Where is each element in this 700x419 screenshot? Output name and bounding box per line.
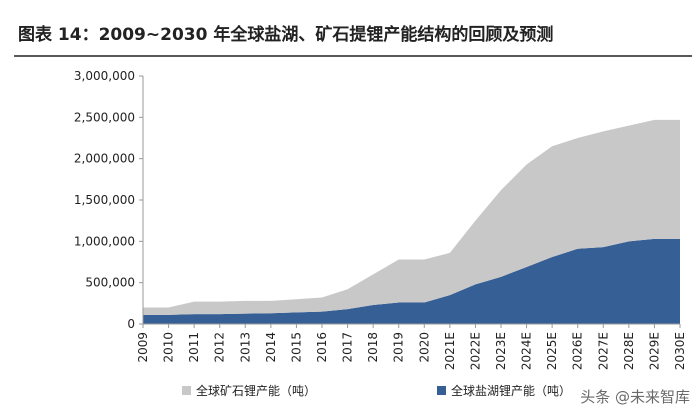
x-tick-label: 2028E [622, 332, 636, 370]
y-tick-label: 1,000,000 [74, 234, 135, 248]
legend-swatch [182, 386, 191, 395]
x-tick-label: 2009 [136, 332, 150, 363]
x-tick-label: 2024E [520, 332, 534, 370]
x-tick-label: 2010 [162, 332, 176, 363]
x-tick-label: 2023E [494, 332, 508, 370]
watermark: 头条 @未来智库 [580, 388, 690, 406]
area [143, 238, 680, 324]
x-tick-label: 2015 [289, 332, 303, 363]
x-tick-label: 2027E [596, 332, 610, 370]
x-tick-label: 2019 [392, 332, 406, 363]
x-tick-label: 2012 [213, 332, 227, 363]
y-tick-label: 0 [127, 317, 135, 331]
y-tick-label: 2,500,000 [74, 110, 135, 124]
y-tick-label: 500,000 [85, 276, 135, 290]
legend-label: 全球矿石锂产能（吨） [196, 383, 316, 398]
x-tick-label: 2016 [315, 332, 329, 363]
legend-label: 全球盐湖锂产能（吨） [451, 383, 571, 398]
x-tick-label: 2022E [468, 332, 482, 370]
x-tick-label: 2018 [366, 332, 380, 363]
legend-swatch [437, 386, 446, 395]
y-tick-label: 1,500,000 [74, 193, 135, 207]
x-tick-label: 2014 [264, 332, 278, 363]
area [143, 119, 680, 315]
y-tick-label: 3,000,000 [74, 69, 135, 83]
x-tick-label: 2029E [647, 332, 661, 370]
x-tick-label: 2013 [238, 332, 252, 363]
y-tick-label: 2,000,000 [74, 152, 135, 166]
x-tick-label: 2025E [545, 332, 559, 370]
chart-title: 图表 14：2009~2030 年全球盐湖、矿石提锂产能结构的回顾及预测 [18, 24, 553, 45]
x-tick-label: 2017 [341, 332, 355, 363]
x-tick-label: 2011 [187, 332, 201, 363]
x-tick-label: 2026E [571, 332, 585, 370]
x-tick-label: 2030E [673, 332, 687, 370]
x-tick-label: 2020 [417, 332, 431, 363]
x-tick-label: 2021E [443, 332, 457, 370]
